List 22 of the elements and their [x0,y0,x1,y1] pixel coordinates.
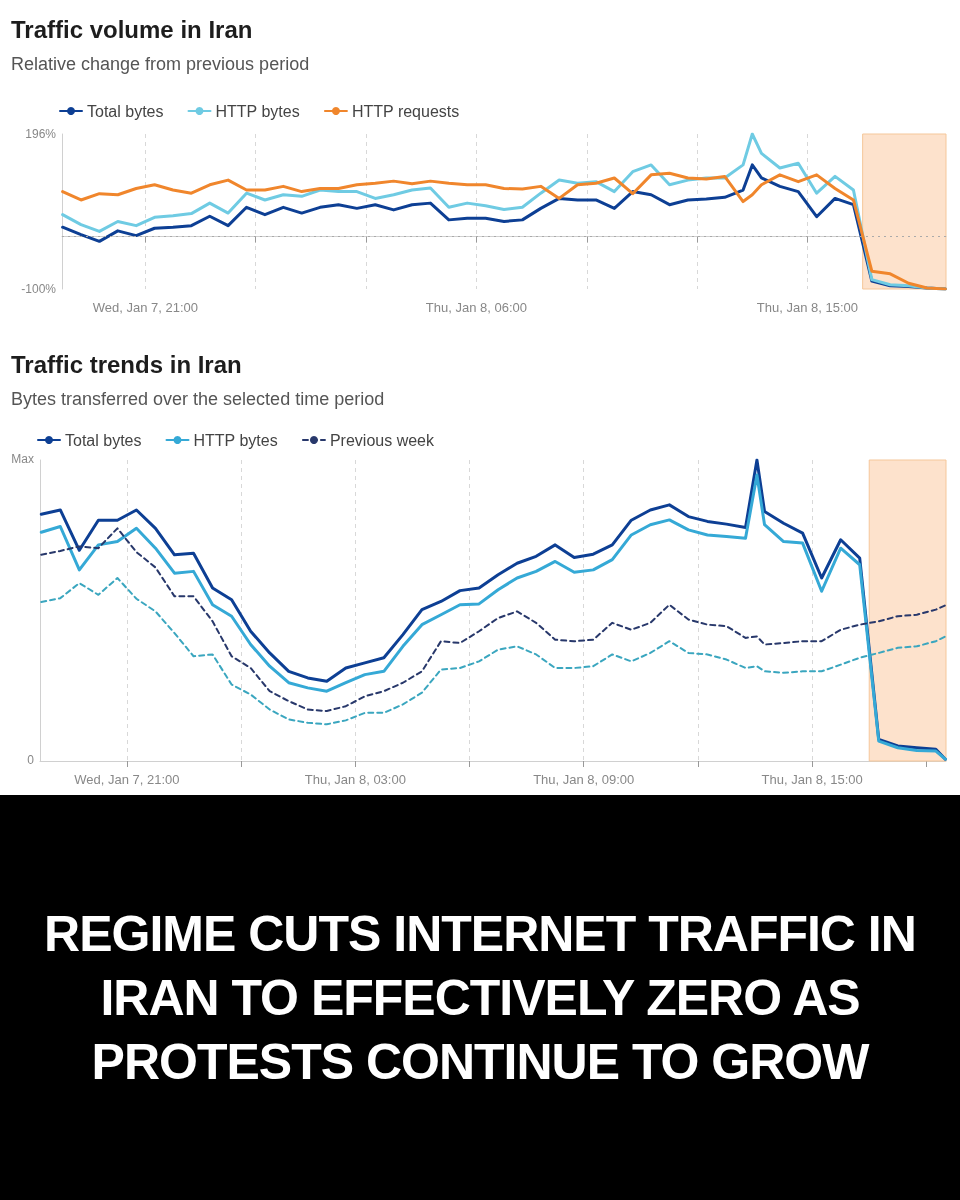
chart-title: Traffic volume in Iran [11,15,253,43]
text: REGIME CUTS INTERNET TRAFFIC IN IRAN TO EFFECTIVELY ZERO AS PROTESTS CONTINUE TO GROW [43,904,917,1092]
chart-subtitle: Relative change from previous period [11,54,310,74]
text: Max [11,452,34,466]
x-tick-label: Wed, Jan 7, 21:00 [92,300,199,315]
x-tick-label: Thu, Jan 8, 03:00 [304,772,406,787]
chart-title: Traffic trends in Iran [11,350,242,378]
x-tick-label: Thu, Jan 8, 09:00 [533,772,635,787]
x-tick-label: Wed, Jan 7, 21:00 [74,772,180,787]
legend-label: Previous week [329,431,435,449]
text: 0 [27,753,35,767]
legend-label: HTTP bytes [193,431,278,449]
legend-label: Total bytes [87,102,164,120]
x-tick-label: Thu, Jan 8, 06:00 [425,300,528,315]
chart-subtitle: Bytes transferred over the selected time period [11,389,385,409]
x-tick-label: Thu, Jan 8, 15:00 [761,772,863,787]
y-tick-label: 196% [25,127,57,141]
x-tick-label: Thu, Jan 8, 15:00 [756,300,859,315]
legend-label: Total bytes [65,431,142,449]
legend-label: HTTP bytes [215,102,300,120]
y-tick-label: -100% [21,282,57,296]
legend-label: HTTP requests [351,102,460,120]
